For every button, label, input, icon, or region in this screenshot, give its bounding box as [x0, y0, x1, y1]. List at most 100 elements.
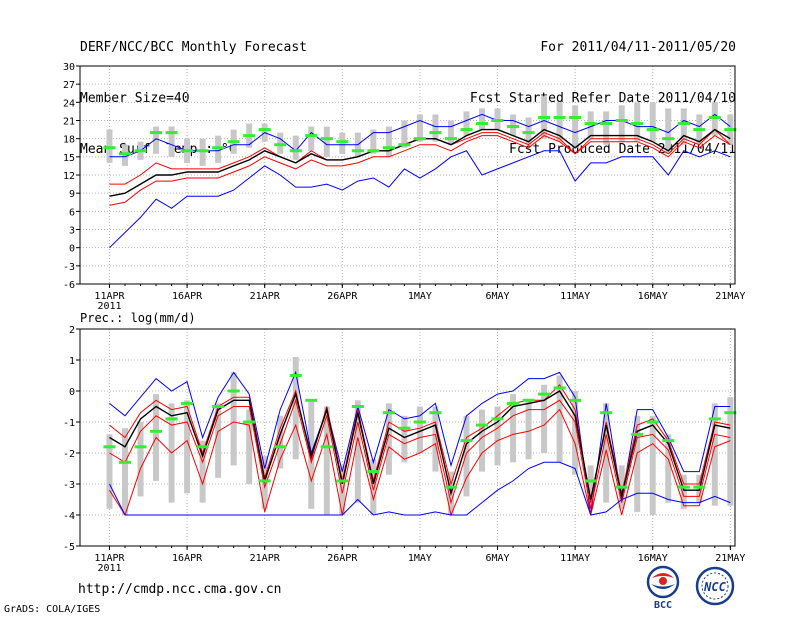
spread-box [618, 105, 625, 142]
spread-box [215, 403, 222, 478]
spread-box [665, 434, 672, 503]
ensemble-marker [724, 411, 737, 415]
spread-box [308, 126, 315, 151]
x-tick-label: 21APR [250, 553, 281, 564]
spread-box [292, 356, 299, 460]
y-tick-label: 9 [69, 189, 75, 200]
bcc-logo-text: BCC [654, 600, 672, 610]
spread-box [401, 415, 408, 463]
ensemble-marker [662, 439, 675, 443]
ensemble-marker [258, 479, 271, 483]
spread-box [727, 397, 734, 506]
forecast-period: For 2011/04/11-2011/05/20 [540, 40, 736, 55]
spread-box [572, 105, 579, 148]
ensemble-marker [243, 134, 256, 138]
spread-box [479, 108, 486, 130]
spread-box [215, 135, 222, 163]
ensemble-marker [646, 420, 659, 424]
x-tick-label: 16APR [172, 553, 203, 564]
x-tick-label: 11APR [94, 553, 125, 564]
ensemble-marker [243, 420, 256, 424]
spread-box [416, 406, 423, 453]
source-url[interactable]: http://cmdp.ncc.cma.gov.cn [78, 582, 282, 597]
x-tick-label: 11MAY [560, 553, 590, 564]
ensemble-marker [119, 152, 132, 156]
ensemble-marker [382, 146, 395, 150]
x-tick-label: 16MAY [638, 553, 668, 564]
ensemble-marker [413, 420, 426, 424]
spread-box [277, 132, 284, 154]
y-tick-label: -1 [63, 418, 75, 429]
x-tick-label: 11MAY [560, 291, 590, 302]
ensemble-marker [584, 479, 597, 483]
spread-box [339, 132, 346, 154]
spread-box [122, 144, 129, 166]
y-tick-label: 6 [69, 207, 75, 218]
spread-box [541, 384, 548, 453]
ensemble-marker [150, 131, 163, 135]
ensemble-marker [476, 423, 489, 427]
spread-box [432, 114, 439, 142]
ensemble-marker [553, 115, 566, 119]
x-year-label: 2011 [97, 301, 121, 312]
spread-box [385, 126, 392, 157]
y-tick-label: 12 [63, 171, 75, 182]
y-tick-label: 1 [69, 356, 75, 367]
ensemble-marker [569, 398, 582, 402]
spread-box [323, 406, 330, 515]
spread-box [432, 406, 439, 472]
ensemble-marker [181, 401, 194, 405]
ensemble-marker [336, 140, 349, 144]
ensemble-marker [538, 115, 551, 119]
y-tick-label: 24 [63, 98, 75, 109]
ensemble-marker [522, 398, 535, 402]
ensemble-marker [615, 119, 628, 122]
spread-box [184, 400, 191, 494]
y-tick-label: -5 [63, 542, 75, 553]
ensemble-marker [150, 429, 163, 433]
x-tick-label: 6MAY [485, 553, 509, 564]
spread-box [603, 403, 610, 503]
spread-box [354, 400, 361, 503]
series-line-max [109, 113, 731, 158]
spread-box [323, 126, 330, 157]
spread-box [479, 409, 486, 472]
spread-box [634, 415, 641, 512]
spread-box [463, 415, 470, 497]
series-line-lower [109, 398, 731, 509]
x-tick-label: 1MAY [408, 291, 432, 302]
spread-box [199, 440, 206, 503]
spread-box [649, 102, 656, 142]
spread-box [510, 394, 517, 463]
spread-box [447, 120, 454, 145]
y-tick-label: 0 [69, 244, 75, 255]
ensemble-marker [134, 445, 147, 449]
ensemble-marker [522, 131, 535, 135]
ensemble-marker [103, 146, 116, 150]
ensemble-marker [429, 411, 442, 415]
series-line-mean [109, 390, 731, 500]
ensemble-marker [305, 134, 318, 138]
x-tick-label: 26APR [327, 553, 358, 564]
spread-box [665, 108, 672, 154]
spread-box [416, 114, 423, 142]
y-tick-label: 0 [69, 387, 75, 398]
ensemble-marker [584, 122, 597, 126]
ensemble-marker [103, 445, 116, 449]
ensemble-marker [181, 149, 194, 153]
spread-box [525, 117, 532, 145]
plot-frame [79, 328, 736, 547]
spread-box [106, 434, 113, 509]
ensemble-marker [196, 445, 209, 449]
spread-box [587, 111, 594, 139]
spread-box [246, 409, 253, 484]
ensemble-marker [227, 389, 240, 393]
y-tick-label: 3 [69, 226, 75, 237]
x-tick-label: 21APR [250, 291, 281, 302]
x-tick-label: 16APR [172, 291, 203, 302]
ensemble-marker [677, 122, 690, 126]
ensemble-marker [351, 149, 364, 153]
spread-box [510, 114, 517, 136]
y-tick-label: -4 [63, 511, 75, 522]
